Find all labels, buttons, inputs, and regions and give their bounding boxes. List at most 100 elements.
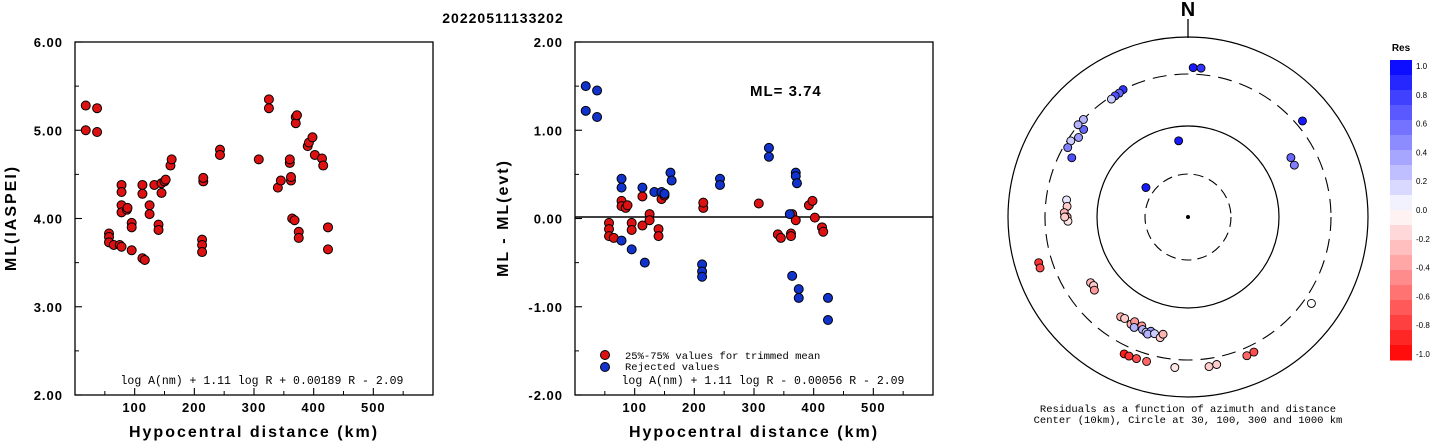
data-point	[322, 244, 333, 255]
plot1-ylabel: ML(IASPEI)	[3, 165, 20, 271]
residual-point	[659, 188, 670, 199]
residual-point	[790, 215, 801, 226]
plot1-ytick-label: 1.00	[534, 123, 563, 138]
plot0-ytick-label: 5.00	[34, 123, 63, 138]
colorbar-cell	[1390, 285, 1412, 301]
residual-point	[775, 232, 786, 243]
colorbar-cell	[1390, 270, 1412, 286]
colorbar-tick-label: 0.0	[1416, 206, 1428, 215]
data-point	[80, 100, 91, 111]
polar-point	[1242, 351, 1252, 361]
residual-point	[818, 226, 829, 237]
data-point	[160, 174, 171, 185]
residual-point	[592, 112, 603, 123]
polar-point	[1212, 360, 1222, 369]
residual-point	[653, 231, 664, 242]
plot2-ml-value: ML= 3.74	[750, 83, 822, 100]
data-point	[318, 160, 329, 171]
center-marker	[1186, 215, 1190, 219]
residual-point	[698, 197, 709, 208]
polar-caption-line2: Center (10km), Circle at 30, 100, 300 an…	[1034, 415, 1343, 427]
polar-point	[1106, 94, 1116, 104]
polar-points	[1034, 63, 1316, 372]
colorbar-cell	[1390, 225, 1412, 241]
colorbar-tick-label: -0.4	[1416, 264, 1430, 273]
residual-point	[822, 314, 833, 325]
plot1-ytick-label: 2.00	[534, 35, 563, 50]
residual-point	[793, 292, 804, 303]
ring-100km	[1096, 125, 1280, 309]
data-point	[122, 202, 133, 213]
colorbar-cell	[1390, 75, 1412, 91]
colorbar-tick-label: 0.2	[1416, 177, 1428, 186]
ring-300km	[1044, 73, 1332, 361]
residual-point	[626, 224, 637, 235]
colorbar-tick-label: 0.4	[1416, 148, 1428, 157]
plot2-axis-ticks: 100 200 300 400 500 -2.00 -1.00 0.00 1.00 2.00	[528, 35, 904, 415]
residual-point	[753, 198, 764, 209]
polar-point	[1286, 153, 1296, 163]
colorbar-cell	[1390, 240, 1412, 256]
polar-point	[1132, 354, 1141, 364]
data-point	[253, 154, 264, 165]
polar-point	[1124, 351, 1134, 361]
polar-point	[1141, 183, 1151, 192]
colorbar-cell	[1390, 300, 1412, 316]
data-point	[322, 222, 333, 233]
residual-point	[622, 200, 633, 211]
polar-residual-plot: N Residuals as a function of azimuth and…	[1007, 0, 1369, 427]
plot2-ylabel: ML - ML(evt)	[495, 159, 512, 277]
colorbar-tick-label: -1.0	[1416, 350, 1430, 359]
colorbar-cell	[1390, 195, 1412, 211]
residual-point	[784, 209, 795, 220]
data-point	[144, 209, 155, 220]
residual-point	[580, 105, 591, 116]
data-point	[92, 127, 103, 138]
plot0-ytick-label: 3.00	[34, 300, 63, 315]
colorbar-tick-label: 0.6	[1416, 120, 1428, 129]
data-point	[198, 172, 209, 183]
residual-point	[807, 195, 818, 206]
polar-point	[1158, 329, 1168, 339]
plot1-xtick-label: 400	[801, 400, 826, 415]
residual-point	[580, 81, 591, 92]
residual-point	[639, 257, 650, 268]
polar-point	[1204, 362, 1214, 372]
data-point	[156, 187, 167, 198]
colorbar-ticks: 1.0 0.8 0.6 0.4 0.2 0.0 -0.2 -0.4 -0.6 -0.8 -1.0	[1416, 62, 1430, 359]
plot1-xtick-label: 200	[682, 400, 707, 415]
polar-point	[1074, 133, 1083, 142]
polar-caption-line1: Residuals as a function of azimuth and d…	[1040, 404, 1336, 416]
data-point	[285, 172, 296, 183]
data-point	[293, 232, 304, 243]
plot0-xtick-label: 300	[242, 400, 267, 415]
colorbar: Res 1.0 0.8 0.6 0.4 0.2 0.0 -0.2 -0.4 -0.6 -0.8 -1…	[1390, 43, 1430, 361]
plot1-ytick-label: -2.00	[528, 388, 563, 403]
polar-point	[1174, 136, 1184, 146]
data-point	[153, 224, 164, 235]
polar-point	[1170, 363, 1180, 372]
polar-point	[1035, 263, 1045, 273]
plot1-xlabel: Hypocentral distance (km)	[129, 424, 379, 441]
plot1-xtick-label: 100	[622, 400, 647, 415]
data-point	[166, 154, 177, 165]
plot2-points	[580, 81, 833, 325]
data-point	[126, 245, 137, 256]
colorbar-cell	[1390, 120, 1412, 136]
residual-point	[637, 191, 648, 202]
data-point	[126, 222, 137, 233]
residual-point	[763, 142, 774, 153]
data-point	[197, 247, 208, 258]
ring-30km	[1144, 173, 1232, 261]
data-point	[80, 125, 91, 136]
plot1-frame	[74, 41, 434, 396]
colorbar-cell	[1390, 315, 1412, 331]
polar-point	[1196, 63, 1206, 73]
plot2-legend: 25%-75% values for trimmed mean Rejected…	[600, 350, 820, 374]
colorbar-title: Res	[1392, 43, 1411, 54]
north-label: N	[1181, 0, 1195, 21]
data-point	[289, 215, 300, 226]
polar-point	[1063, 143, 1073, 153]
polar-point	[1120, 313, 1130, 323]
